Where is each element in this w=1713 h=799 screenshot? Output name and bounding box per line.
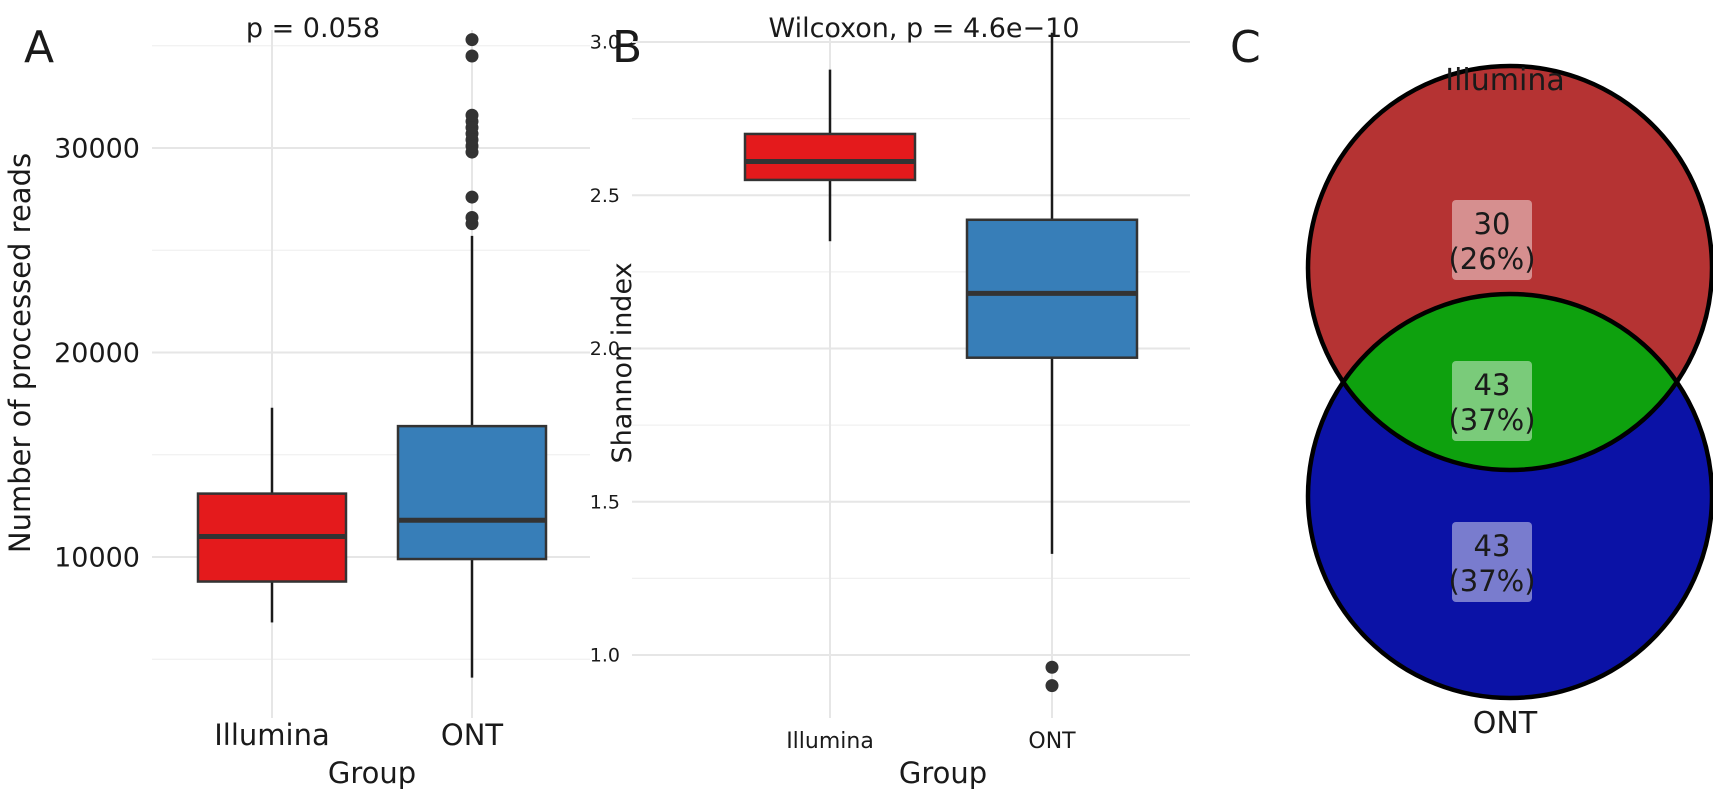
panel-a-ont-outlier-point — [465, 108, 479, 122]
panel-b-x-tick-label-ont: ONT — [1028, 729, 1076, 754]
panel-a-x-ticks: Illumina ONT — [214, 718, 503, 752]
venn-shared-label-box — [1452, 361, 1532, 441]
venn-ont-only-percent: (37%) — [1448, 564, 1535, 598]
panel-b-y-tick-label: 3.0 — [590, 32, 620, 54]
panel-a-y-tick-label: 20000 — [54, 338, 140, 369]
venn-illumina-only-count: 30 — [1474, 207, 1511, 241]
panel-b-y-axis-title: Shannon index — [607, 262, 638, 463]
venn-ont-only-count: 43 — [1474, 529, 1511, 563]
panel-a-ont-outlier-point — [465, 211, 479, 225]
panel-b-ont-box — [965, 218, 1139, 359]
panel-b-y-tick-label: 2.5 — [590, 185, 620, 207]
panel-a-ont-outlier-point — [465, 49, 479, 63]
panel-a-ont-outlier-point — [465, 190, 479, 204]
panel-a-x-tick-label-illumina: Illumina — [214, 718, 330, 752]
venn-shared-count: 43 — [1474, 368, 1511, 402]
panel-b-x-tick-label-illumina: Illumina — [786, 729, 874, 754]
panel-a-grid — [152, 30, 590, 718]
venn-label-ont: ONT — [1473, 706, 1538, 741]
panel-a-y-tick-label: 10000 — [54, 542, 140, 573]
venn-shared-percent: (37%) — [1448, 403, 1535, 437]
panel-b-y-ticks: 1.0 1.5 2.0 2.5 3.0 — [590, 32, 620, 667]
venn-ont-only-label-box — [1452, 522, 1532, 602]
panel-label-c: C — [1230, 22, 1261, 73]
panel-b-x-axis-title: Group — [899, 756, 987, 790]
panel-b-illumina-box — [743, 132, 917, 182]
venn-illumina-only-percent: (26%) — [1448, 242, 1535, 276]
panel-b-title: Wilcoxon, p = 4.6e−10 — [768, 13, 1079, 44]
panel-label-a: A — [24, 22, 54, 73]
panel-b-y-tick-label: 1.0 — [590, 645, 620, 667]
panel-b-ont-outlier-point — [1045, 660, 1059, 674]
venn-label-illumina: Illumina — [1445, 63, 1565, 98]
panel-b-y-tick-label: 2.0 — [590, 338, 620, 360]
panel-b-x-ticks: Illumina ONT — [786, 729, 1076, 754]
panel-a-boxes — [196, 33, 548, 678]
panel-a-x-tick-label-ont: ONT — [441, 718, 504, 752]
panel-b-boxplot: 1.0 1.5 2.0 2.5 3.0 Illumina ONT Wilcoxon, p … — [590, 13, 1190, 790]
panel-label-b: B — [612, 22, 642, 73]
panel-a-boxplot: 10000 20000 30000 Illumina ONT p = 0.058 Gr… — [3, 13, 590, 790]
panel-a-ont-box — [396, 424, 548, 561]
venn-ont-outline — [1305, 291, 1713, 701]
panel-a-x-axis-title: Group — [328, 756, 416, 790]
panel-c-venn: Illumina ONT 30 (26%) 43 (37%) 43 (37%) — [1305, 63, 1713, 741]
panel-a-title: p = 0.058 — [246, 13, 380, 44]
panel-b-boxes — [743, 32, 1139, 693]
panel-a-y-tick-label: 30000 — [54, 133, 140, 164]
panel-b-y-tick-label: 1.5 — [590, 491, 620, 513]
venn-shared-region — [1308, 294, 1712, 470]
panel-a-y-ticks: 10000 20000 30000 — [54, 133, 140, 573]
panel-b-ont-outlier-point — [1045, 679, 1059, 693]
panel-a-ont-outlier-point — [465, 33, 479, 47]
venn-illumina-outline — [1305, 63, 1713, 473]
panel-a-y-axis-title: Number of processed reads — [3, 153, 37, 553]
venn-illumina-only-label-box — [1452, 200, 1532, 280]
